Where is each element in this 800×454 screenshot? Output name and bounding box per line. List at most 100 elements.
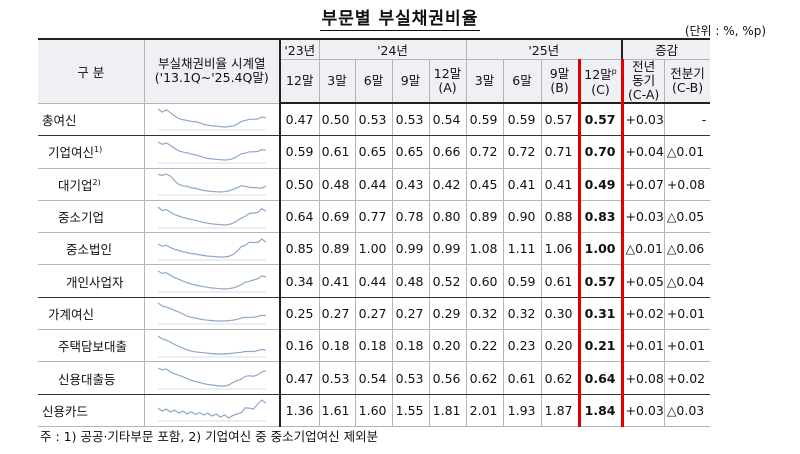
qoq-change-cell: △0.03 bbox=[663, 393, 711, 427]
value-cell: 0.66 bbox=[428, 135, 466, 169]
header-year-23: '23년 bbox=[279, 38, 319, 60]
value-cell: 0.27 bbox=[318, 296, 355, 331]
sparkline-cell bbox=[143, 296, 280, 331]
qoq-change-cell: +0.08 bbox=[663, 167, 711, 201]
table-row: 주택담보대출 0.16 0.18 0.18 0.18 0.20 0.22 0.23 0.20 0.… bbox=[38, 329, 711, 363]
sparkline-cell bbox=[143, 102, 280, 137]
value-cell: 0.50 bbox=[318, 102, 355, 137]
value-cell: 0.50 bbox=[279, 167, 319, 201]
value-cell: 0.99 bbox=[391, 232, 429, 266]
value-cell: 0.99 bbox=[428, 232, 466, 266]
value-cell: 1.93 bbox=[502, 393, 541, 427]
value-cell: 0.21 bbox=[577, 329, 624, 363]
header-year-25: '25년 bbox=[465, 38, 622, 60]
yoy-change-cell: +0.08 bbox=[620, 361, 665, 395]
yoy-change-cell: +0.03 bbox=[620, 102, 665, 137]
table-row: 대기업2) 0.50 0.48 0.44 0.43 0.42 0.45 0.41 0.41 0.4… bbox=[38, 167, 711, 201]
value-cell: 0.65 bbox=[354, 135, 392, 169]
value-cell: 0.85 bbox=[279, 232, 319, 266]
value-cell: 0.89 bbox=[318, 232, 355, 266]
yoy-change-cell: △0.01 bbox=[620, 232, 665, 266]
value-cell: 0.62 bbox=[540, 361, 579, 395]
value-cell: 0.59 bbox=[279, 135, 319, 169]
value-cell: 0.64 bbox=[279, 199, 319, 234]
page-title: 부문별 부실채권비율 bbox=[319, 9, 481, 31]
sparkline-cell bbox=[143, 232, 280, 266]
yoy-change-cell: +0.04 bbox=[620, 135, 665, 169]
table-row: 중소기업 0.64 0.69 0.77 0.78 0.80 0.89 0.90 0.88 0.83… bbox=[38, 199, 711, 234]
row-label: 개인사업자 bbox=[38, 264, 144, 298]
header-col-6: 6말 bbox=[502, 59, 541, 104]
value-cell: 1.36 bbox=[279, 393, 319, 427]
value-cell: 0.18 bbox=[354, 329, 392, 363]
value-cell: 0.62 bbox=[465, 361, 503, 395]
table-row: 개인사업자 0.34 0.41 0.44 0.48 0.52 0.60 0.59 0.61 0.5… bbox=[38, 264, 711, 298]
qoq-change-cell: +0.02 bbox=[663, 361, 711, 395]
row-label: 대기업2) bbox=[38, 167, 144, 201]
value-cell: 0.23 bbox=[502, 329, 541, 363]
value-cell: 0.22 bbox=[465, 329, 503, 363]
sparkline-cell bbox=[143, 167, 280, 201]
yoy-change-cell: +0.03 bbox=[620, 199, 665, 234]
value-cell: 0.47 bbox=[279, 361, 319, 395]
value-cell: 0.59 bbox=[465, 102, 503, 137]
header-col-0: 12말 bbox=[279, 59, 319, 104]
qoq-change-cell: - bbox=[663, 102, 711, 137]
row-label: 총여신 bbox=[38, 102, 144, 137]
row-label: 가계여신 bbox=[38, 296, 144, 331]
value-cell: 1.84 bbox=[577, 393, 624, 427]
row-label: 신용카드 bbox=[38, 393, 144, 427]
yoy-change-cell: +0.05 bbox=[620, 264, 665, 298]
value-cell: 1.81 bbox=[428, 393, 466, 427]
value-cell: 0.54 bbox=[354, 361, 392, 395]
value-cell: 0.43 bbox=[391, 167, 429, 201]
sparkline bbox=[157, 238, 267, 261]
value-cell: 0.41 bbox=[540, 167, 579, 201]
value-cell: 1.60 bbox=[354, 393, 392, 427]
sparkline-line bbox=[157, 302, 266, 323]
value-cell: 0.32 bbox=[502, 296, 541, 331]
value-cell: 0.64 bbox=[577, 361, 624, 395]
header-col-3: 9말 bbox=[391, 59, 429, 104]
sparkline-cell bbox=[143, 361, 280, 395]
value-cell: 0.27 bbox=[354, 296, 392, 331]
sparkline-line bbox=[157, 367, 266, 387]
value-cell: 0.80 bbox=[428, 199, 466, 234]
row-label: 기업여신1) bbox=[38, 135, 144, 169]
value-cell: 1.00 bbox=[354, 232, 392, 266]
value-cell: 0.89 bbox=[465, 199, 503, 234]
value-cell: 1.87 bbox=[540, 393, 579, 427]
sparkline-line bbox=[157, 399, 267, 420]
value-cell: 0.52 bbox=[428, 264, 466, 298]
value-cell: 0.61 bbox=[502, 361, 541, 395]
sparkline bbox=[157, 302, 266, 325]
value-cell: 0.57 bbox=[540, 102, 579, 137]
value-cell: 0.70 bbox=[577, 135, 624, 169]
value-cell: 0.25 bbox=[279, 296, 319, 331]
qoq-change-cell: +0.01 bbox=[663, 296, 711, 331]
yoy-change-cell: +0.02 bbox=[620, 296, 665, 331]
value-cell: 0.88 bbox=[540, 199, 579, 234]
footnote: 주 : 1) 공공·기타부문 포함, 2) 기업여신 중 중소기업여신 제외분 bbox=[40, 429, 379, 444]
header-col-10: 전분기 (C-B) bbox=[663, 59, 711, 104]
sparkline bbox=[157, 108, 266, 131]
value-cell: 0.44 bbox=[354, 167, 392, 201]
qoq-change-cell: △0.04 bbox=[663, 264, 711, 298]
value-cell: 0.71 bbox=[540, 135, 579, 169]
qoq-change-cell: △0.01 bbox=[663, 135, 711, 169]
yoy-change-cell: +0.03 bbox=[620, 393, 665, 427]
header-change: 증감 bbox=[620, 38, 711, 60]
sparkline bbox=[157, 141, 266, 164]
sparkline bbox=[157, 206, 267, 229]
qoq-change-cell: △0.05 bbox=[663, 199, 711, 234]
value-cell: 0.53 bbox=[391, 361, 429, 395]
value-cell: 0.57 bbox=[577, 264, 624, 298]
sparkline-line bbox=[157, 173, 267, 193]
value-cell: 0.69 bbox=[318, 199, 355, 234]
header-col-8: 12말p (C) bbox=[577, 59, 624, 104]
value-cell: 0.90 bbox=[502, 199, 541, 234]
table-row: 신용카드 1.36 1.61 1.60 1.55 1.81 2.01 1.93 1.87 1.84… bbox=[38, 393, 711, 427]
value-cell: 0.32 bbox=[465, 296, 503, 331]
row-label: 중소법인 bbox=[38, 232, 144, 266]
table-row: 기업여신1) 0.59 0.61 0.65 0.65 0.66 0.72 0.72 0.71 0.… bbox=[38, 135, 711, 169]
